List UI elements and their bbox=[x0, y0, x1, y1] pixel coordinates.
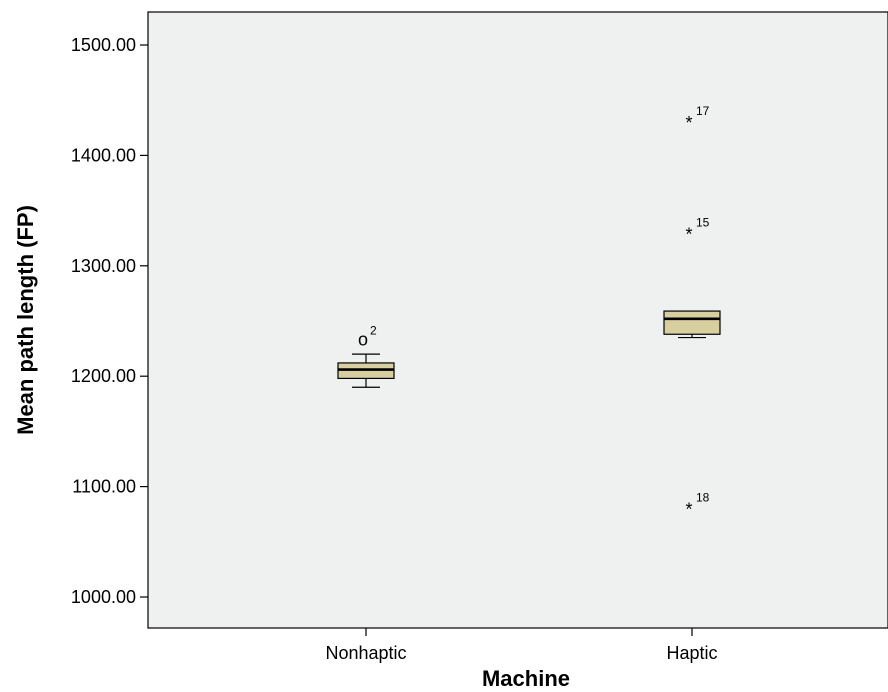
outlier-case-id: 2 bbox=[370, 324, 377, 338]
iqr-box bbox=[663, 310, 721, 335]
outlier-marker: o bbox=[358, 330, 368, 350]
extreme-outlier-marker: * bbox=[685, 224, 692, 244]
extreme-outlier-marker: * bbox=[685, 499, 692, 519]
extreme-outlier-marker: * bbox=[685, 113, 692, 133]
y-tick-label: 1100.00 bbox=[72, 477, 136, 497]
outlier-case-id: 18 bbox=[696, 490, 710, 504]
x-tick-label: Nonhaptic bbox=[325, 643, 406, 663]
outlier-case-id: 15 bbox=[696, 215, 710, 229]
x-tick-label: Haptic bbox=[666, 643, 717, 663]
y-tick-label: 1000.00 bbox=[71, 587, 136, 607]
y-tick-label: 1400.00 bbox=[71, 145, 136, 165]
boxes: o 2 * 17 * 15 * 18 bbox=[337, 104, 721, 519]
y-axis-title: Mean path length (FP) bbox=[13, 205, 38, 435]
plot-area bbox=[147, 11, 888, 629]
y-tick-label: 1500.00 bbox=[71, 35, 136, 55]
y-tick-label: 1200.00 bbox=[71, 366, 136, 386]
y-axis: 1000.00 1100.00 1200.00 1300.00 1400.00 1500.… bbox=[71, 35, 148, 607]
box-haptic: * 17 * 15 * 18 bbox=[663, 104, 721, 519]
outlier-case-id: 17 bbox=[696, 104, 710, 118]
x-axis-title: Machine bbox=[482, 666, 570, 691]
x-axis: Nonhaptic Haptic bbox=[325, 628, 718, 663]
y-tick-label: 1300.00 bbox=[71, 256, 136, 276]
